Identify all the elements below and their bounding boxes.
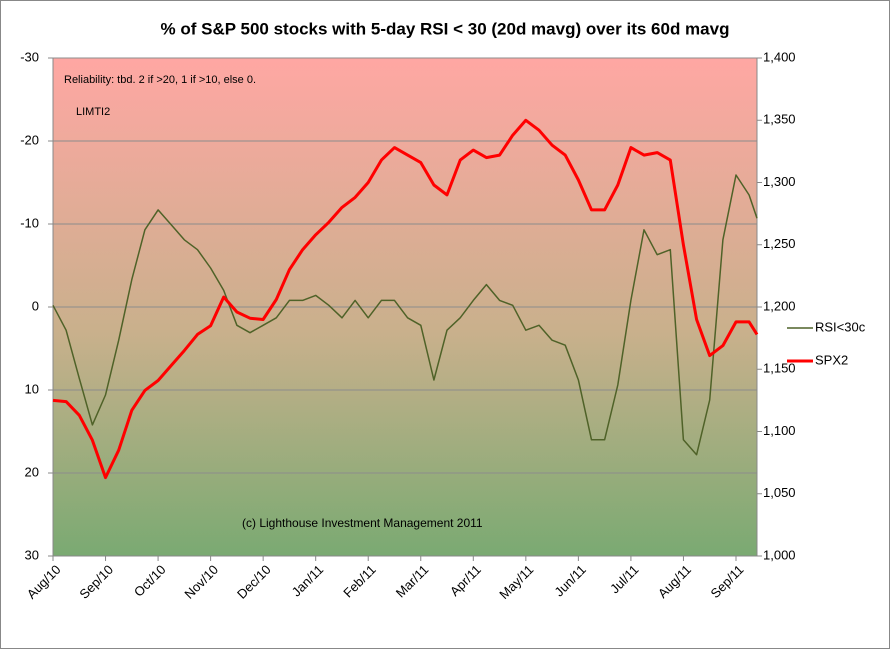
annotation: LIMTI2 [76,106,110,118]
y-tick-label: 20 [25,464,39,479]
series-line [52,118,759,480]
y2-tick-label: 1,150 [763,361,796,376]
y2-tick-label: 1,200 [763,298,796,313]
series-line [52,174,758,456]
y2-tick-label: 1,300 [763,174,796,189]
annotation: Reliability: tbd. 2 if >20, 1 if >10, el… [64,74,256,86]
y-tick-label: 30 [25,547,39,562]
y-tick-label: -10 [20,215,39,230]
y-tick-label: -20 [20,132,39,147]
legend-label: RSI<30c [815,319,866,334]
y2-tick-label: 1,250 [763,236,796,251]
y2-tick-label: 1,400 [763,49,796,64]
y2-tick-label: 1,350 [763,112,796,127]
y-tick-label: 0 [32,298,39,313]
y2-tick-label: 1,100 [763,423,796,438]
legend-label: SPX2 [815,352,848,367]
y-tick-label: 10 [25,381,39,396]
annotation: (c) Lighthouse Investment Management 201… [242,516,483,530]
y-tick-label: -30 [20,49,39,64]
y2-tick-label: 1,000 [763,547,796,562]
y2-tick-label: 1,050 [763,485,796,500]
chart-title: % of S&P 500 stocks with 5-day RSI < 30 … [161,19,730,38]
